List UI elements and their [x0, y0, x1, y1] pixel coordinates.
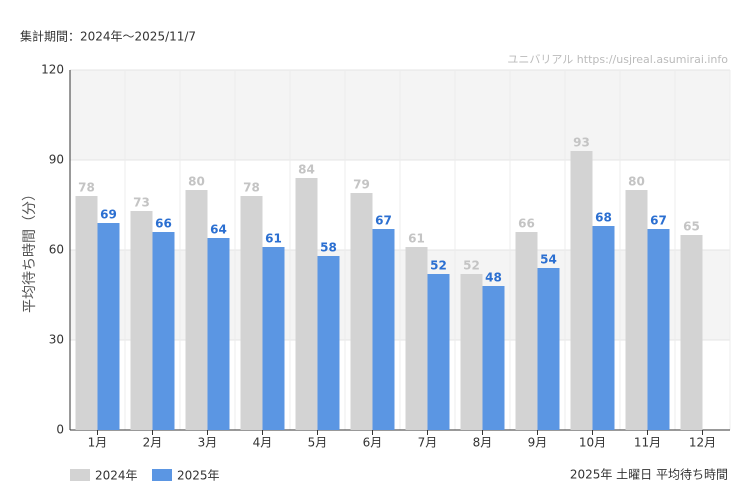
- value-label: 80: [188, 175, 205, 189]
- value-label: 93: [573, 136, 590, 150]
- value-label: 67: [375, 214, 392, 228]
- value-label: 64: [210, 223, 227, 237]
- x-tick-label: 5月: [308, 436, 328, 450]
- bar: [372, 229, 395, 430]
- source: ユニバリアル https://usjreal.asumirai.info: [507, 53, 728, 66]
- value-label: 84: [298, 163, 315, 177]
- x-tick-label: 4月: [253, 436, 273, 450]
- bar: [647, 229, 670, 430]
- y-tick-label: 0: [56, 423, 64, 437]
- x-tick-label: 6月: [363, 436, 383, 450]
- legend-swatch: [70, 469, 90, 481]
- bar: [207, 238, 230, 430]
- value-label: 66: [518, 217, 535, 231]
- x-tick-label: 11月: [634, 436, 661, 450]
- value-label: 52: [463, 259, 480, 273]
- y-tick-label: 120: [41, 63, 64, 77]
- legend-label: 2024年: [95, 469, 138, 483]
- bar: [592, 226, 615, 430]
- value-label: 73: [133, 196, 150, 210]
- x-tick-label: 9月: [528, 436, 548, 450]
- bar: [97, 223, 120, 430]
- value-label: 61: [408, 232, 425, 246]
- value-label: 66: [155, 217, 172, 231]
- bar: [262, 247, 285, 430]
- y-axis-label: 平均待ち時間（分）: [22, 187, 38, 313]
- legend-label: 2025年: [177, 469, 220, 483]
- x-tick-label: 1月: [88, 436, 108, 450]
- value-label: 65: [683, 220, 700, 234]
- value-label: 54: [540, 253, 557, 267]
- value-label: 68: [595, 211, 612, 225]
- value-label: 58: [320, 241, 337, 255]
- bar: [537, 268, 560, 430]
- bar: [482, 286, 505, 430]
- y-tick-label: 30: [49, 333, 64, 347]
- bar: [295, 178, 318, 430]
- value-label: 52: [430, 259, 447, 273]
- value-label: 67: [650, 214, 667, 228]
- value-label: 78: [78, 181, 95, 195]
- bar: [680, 235, 703, 430]
- y-tick-label: 90: [49, 153, 64, 167]
- bar: [240, 196, 263, 430]
- value-label: 79: [353, 178, 370, 192]
- x-tick-label: 10月: [579, 436, 606, 450]
- bar: [515, 232, 538, 430]
- value-label: 61: [265, 232, 282, 246]
- x-tick-label: 7月: [418, 436, 438, 450]
- x-tick-label: 3月: [198, 436, 218, 450]
- legend-swatch: [152, 469, 172, 481]
- bar: [427, 274, 450, 430]
- x-tick-label: 12月: [689, 436, 716, 450]
- bar: [317, 256, 340, 430]
- x-tick-label: 8月: [473, 436, 493, 450]
- bar: [625, 190, 648, 430]
- value-label: 48: [485, 271, 502, 285]
- note: 2025年 土曜日 平均待ち時間: [570, 468, 728, 482]
- bar: [185, 190, 208, 430]
- bar: [350, 193, 373, 430]
- subtitle: 集計期間：2024年～2025/11/7: [20, 29, 196, 44]
- y-tick-label: 60: [49, 243, 64, 257]
- value-label: 78: [243, 181, 260, 195]
- x-tick-label: 2月: [143, 436, 163, 450]
- value-label: 69: [100, 208, 117, 222]
- bar: [130, 211, 153, 430]
- bar: [460, 274, 483, 430]
- bar: [405, 247, 428, 430]
- bar: [570, 151, 593, 430]
- bar: [152, 232, 175, 430]
- value-label: 80: [628, 175, 645, 189]
- bar: [75, 196, 98, 430]
